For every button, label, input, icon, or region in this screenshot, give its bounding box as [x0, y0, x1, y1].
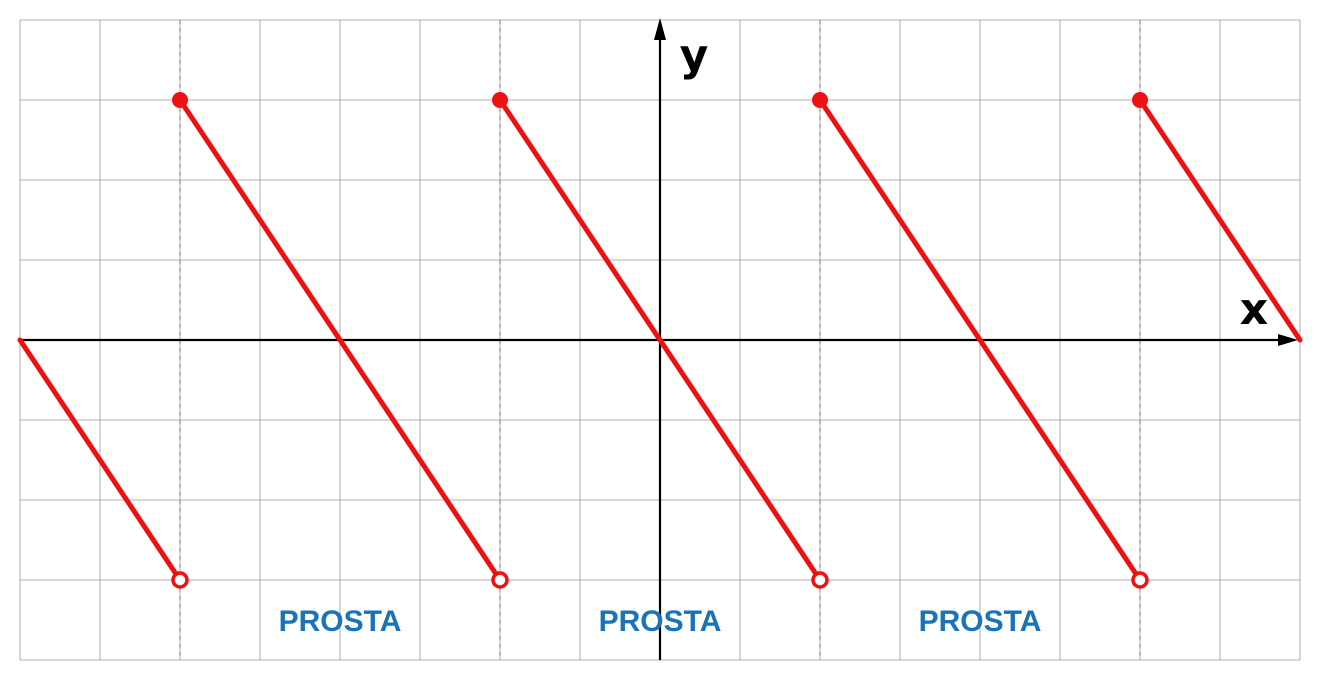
y-axis-label: y: [680, 30, 709, 81]
open-endpoint: [1131, 571, 1149, 589]
annotation-label: PROSTA: [919, 605, 1042, 638]
annotations: PROSTA PROSTA PROSTA: [279, 605, 1042, 638]
annotation-label: PROSTA: [599, 605, 722, 638]
series-segment: [17, 337, 183, 583]
series-segment: [817, 97, 1143, 583]
x-axis-arrow-icon: [1278, 334, 1298, 346]
y-axis-arrow-icon: [654, 18, 666, 40]
series-segment: [497, 97, 823, 583]
closed-endpoint: [1132, 92, 1148, 108]
axes: x y: [20, 18, 1298, 660]
closed-endpoint: [492, 92, 508, 108]
series-segment: [1137, 97, 1303, 343]
x-axis-label: x: [1240, 284, 1268, 335]
series-segment: [177, 97, 503, 583]
open-endpoint: [171, 571, 189, 589]
closed-endpoint: [812, 92, 828, 108]
series-lines: [17, 92, 1303, 589]
closed-endpoint: [172, 92, 188, 108]
open-endpoint: [811, 571, 829, 589]
annotation-label: PROSTA: [279, 605, 402, 638]
open-endpoint: [491, 571, 509, 589]
